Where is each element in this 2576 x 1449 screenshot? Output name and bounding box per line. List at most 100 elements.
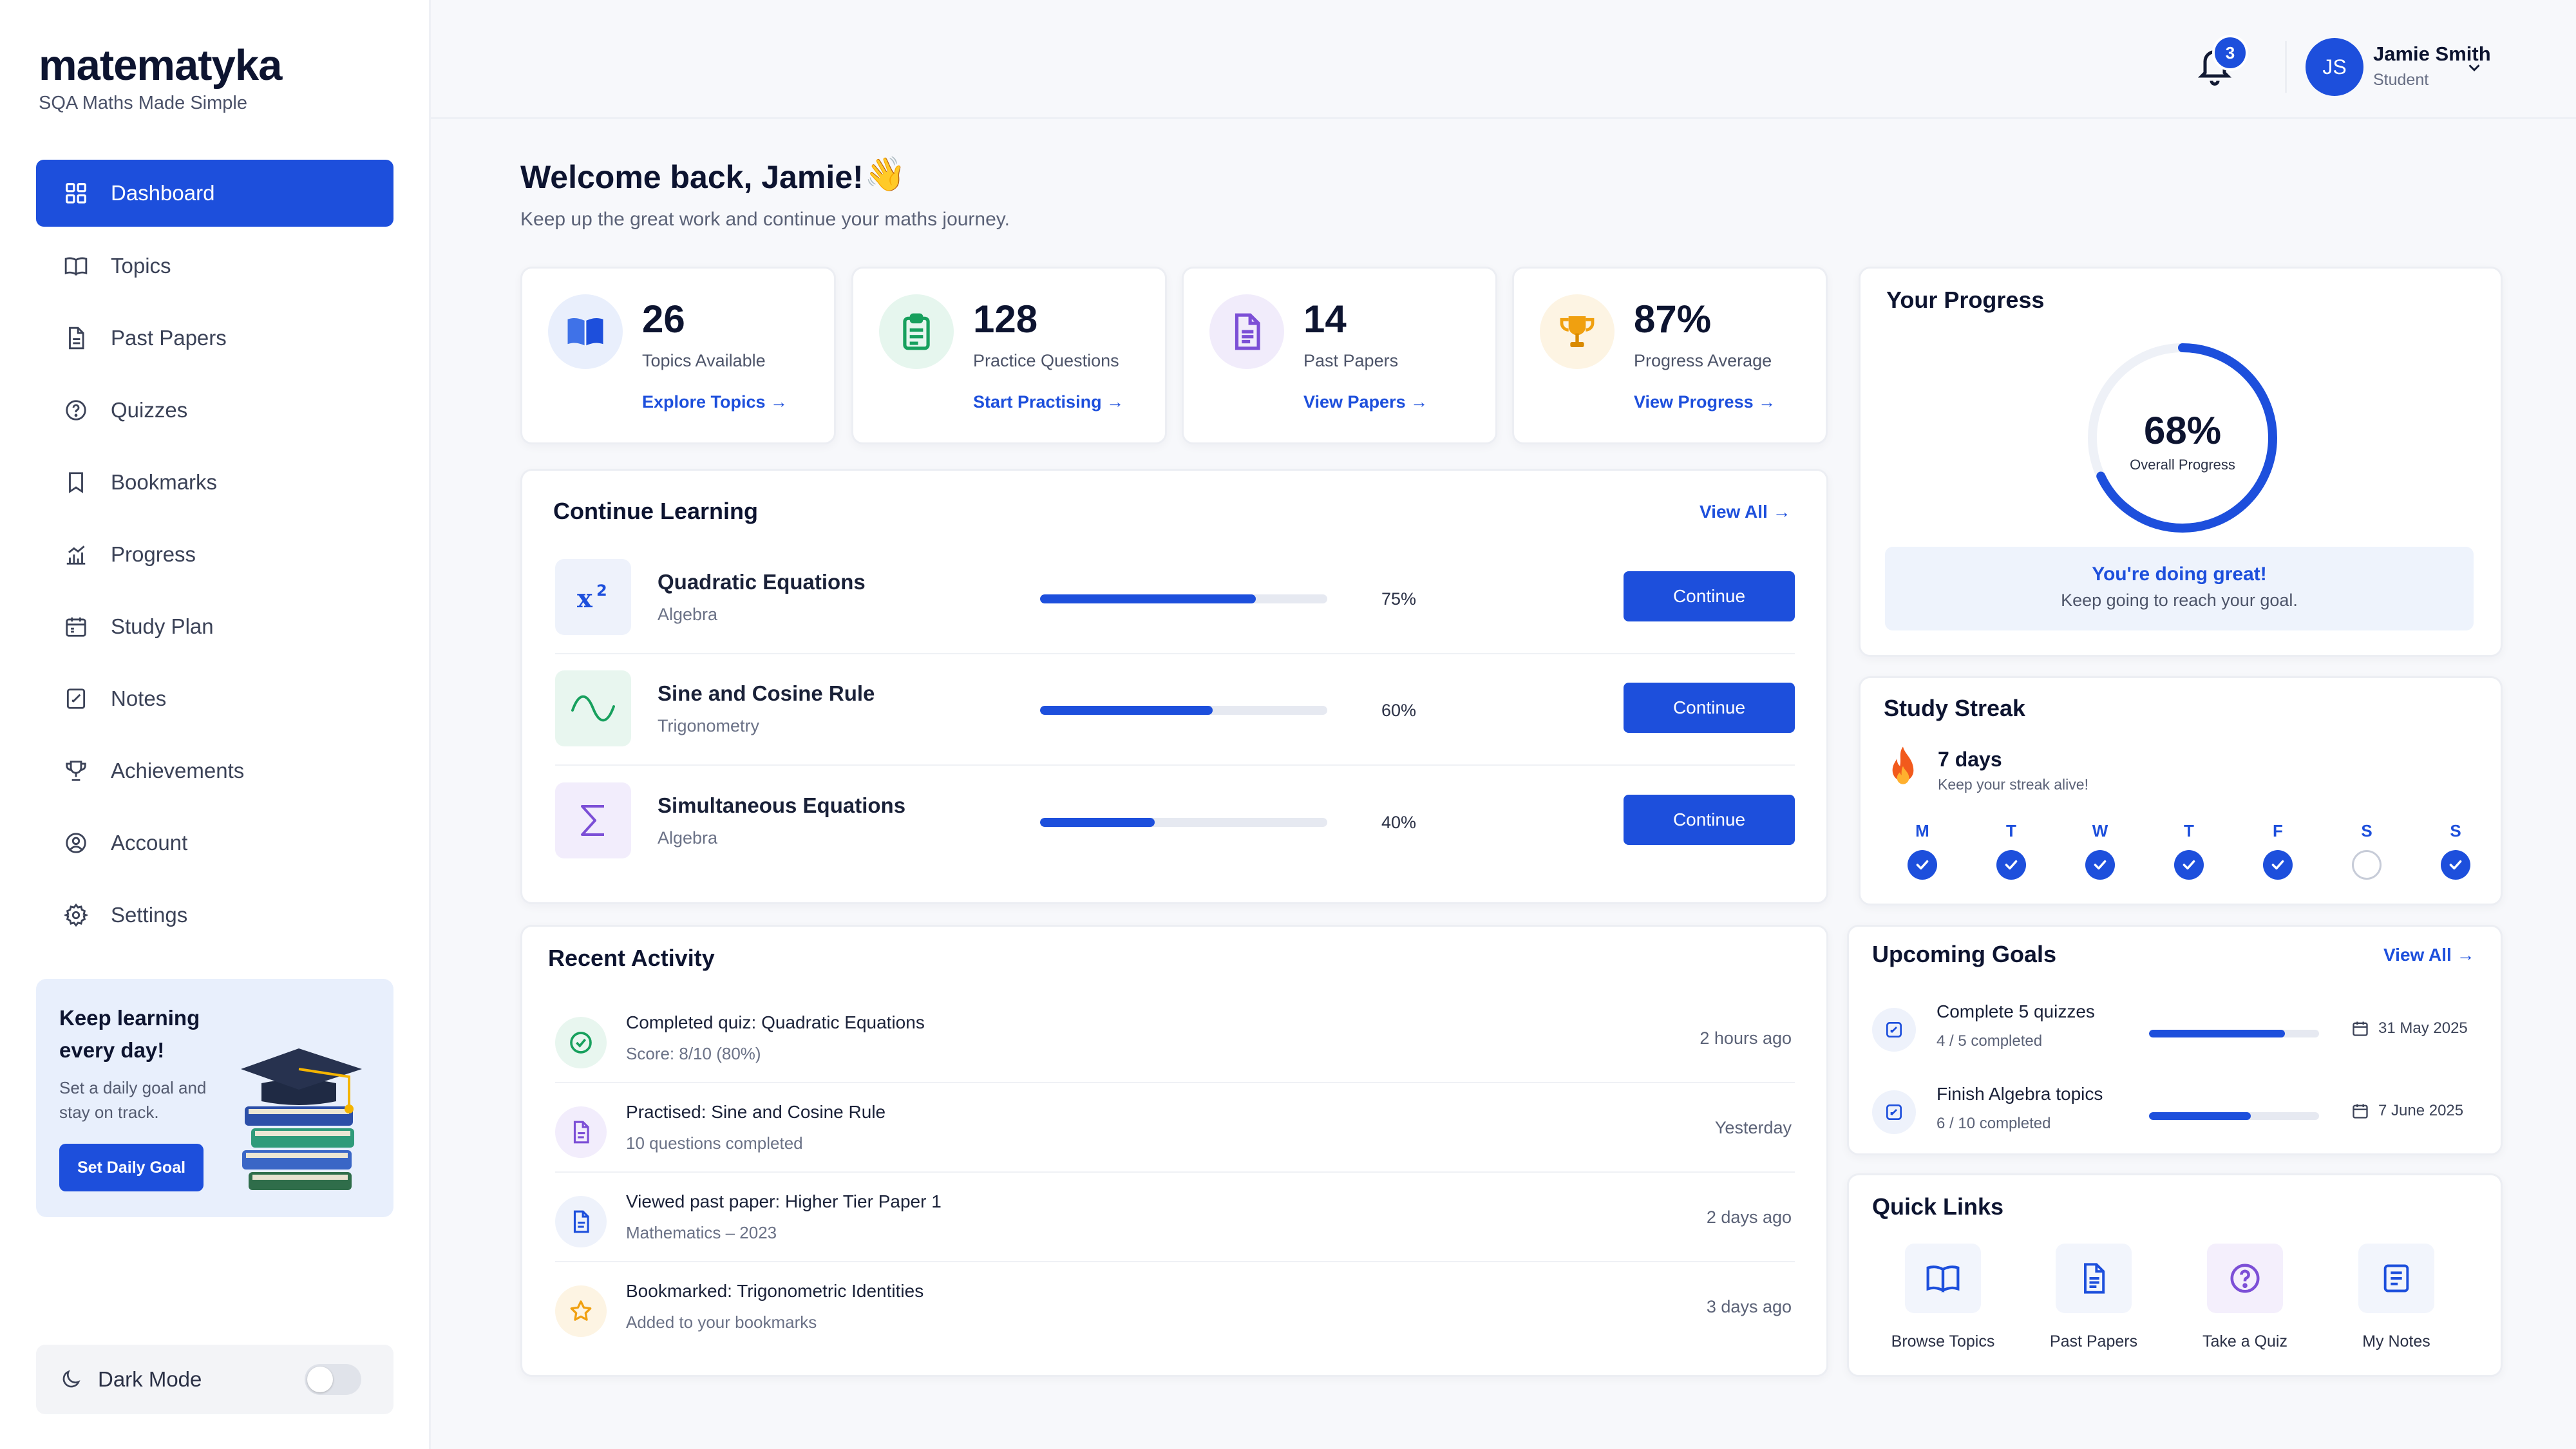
- progress-fill: [1040, 818, 1155, 827]
- sidebar-item-label: Notes: [111, 687, 167, 710]
- sidebar-item-label: Achievements: [111, 759, 245, 782]
- activity-row[interactable]: Viewed past paper: Higher Tier Paper 1 M…: [522, 1171, 1823, 1261]
- continue-button[interactable]: Continue: [1624, 683, 1795, 733]
- bookmark-icon: [63, 469, 89, 495]
- sidebar-item-past-papers[interactable]: Past Papers: [36, 304, 393, 372]
- dark-mode-switch[interactable]: [305, 1364, 361, 1395]
- recent-activity-card: Recent Activity Completed quiz: Quadrati…: [520, 925, 1828, 1377]
- stat-value: 128: [973, 298, 1038, 341]
- sidebar-item-label: Topics: [111, 254, 171, 278]
- check-icon: [1996, 850, 2026, 880]
- day-label: S: [2361, 821, 2372, 840]
- activity-row[interactable]: Completed quiz: Quadratic Equations Scor…: [522, 992, 1823, 1082]
- edit-goal-icon: [1872, 1008, 1916, 1052]
- goal-progress-fill: [2149, 1112, 2251, 1120]
- course-title: Simultaneous Equations: [658, 793, 906, 817]
- explore-topics-link[interactable]: Explore Topics →: [642, 392, 788, 412]
- quick-link-past-papers[interactable]: Past Papers: [2029, 1244, 2158, 1351]
- activity-row[interactable]: Bookmarked: Trigonometric Identities Add…: [522, 1261, 1823, 1350]
- card-title: Quick Links: [1872, 1193, 2004, 1220]
- goal-progress-bar: [2149, 1112, 2319, 1120]
- activity-detail: Mathematics – 2023: [626, 1223, 777, 1242]
- avatar[interactable]: JS: [2306, 38, 2363, 96]
- activity-title: Viewed past paper: Higher Tier Paper 1: [626, 1191, 942, 1211]
- continue-button[interactable]: Continue: [1624, 571, 1795, 621]
- study-streak-card: Study Streak 7 days Keep your streak ali…: [1859, 676, 2503, 905]
- chevron-down-icon[interactable]: [2465, 58, 2484, 77]
- course-subject: Algebra: [658, 605, 718, 624]
- quick-link-take-quiz[interactable]: Take a Quiz: [2181, 1244, 2309, 1351]
- dark-mode-label: Dark Mode: [98, 1367, 202, 1391]
- sine-wave-icon: [555, 670, 631, 746]
- day-label: F: [2273, 821, 2283, 840]
- course-progress-label: 60%: [1381, 701, 1417, 720]
- sidebar-item-quizzes[interactable]: Quizzes: [36, 376, 393, 444]
- quick-link-my-notes[interactable]: My Notes: [2332, 1244, 2461, 1351]
- stat-value: 87%: [1634, 298, 1712, 341]
- activity-row[interactable]: Practised: Sine and Cosine Rule 10 quest…: [522, 1082, 1823, 1171]
- star-icon: [555, 1285, 607, 1337]
- check-circle-icon: [555, 1017, 607, 1068]
- quick-link-label: My Notes: [2362, 1332, 2430, 1350]
- graduation-books-illustration: [241, 1048, 362, 1190]
- view-progress-link[interactable]: View Progress →: [1634, 392, 1776, 412]
- check-icon: [2085, 850, 2115, 880]
- quick-link-label: Take a Quiz: [2202, 1332, 2287, 1350]
- promo-title: Keep learning every day!: [59, 1006, 200, 1062]
- goal-date: 31 May 2025: [2378, 1019, 2468, 1037]
- sidebar-item-dashboard[interactable]: Dashboard: [36, 160, 393, 227]
- view-all-link[interactable]: View All →: [2383, 945, 2475, 965]
- sidebar-item-achievements[interactable]: Achievements: [36, 737, 393, 805]
- sidebar-item-study-plan[interactable]: Study Plan: [36, 592, 393, 661]
- sidebar-item-label: Quizzes: [111, 398, 188, 422]
- course-row: Sine and Cosine Rule Trigonometry 60% Co…: [522, 653, 1823, 764]
- check-icon: [2174, 850, 2204, 880]
- sidebar-item-label: Dashboard: [111, 181, 215, 205]
- view-papers-link[interactable]: View Papers →: [1303, 392, 1428, 412]
- document-icon: [2056, 1244, 2132, 1313]
- divider: [555, 1082, 1795, 1083]
- dark-mode-toggle-row[interactable]: Dark Mode: [36, 1345, 393, 1414]
- calendar-icon: [2353, 1104, 2368, 1119]
- quick-link-browse-topics[interactable]: Browse Topics: [1879, 1244, 2007, 1351]
- sidebar-item-notes[interactable]: Notes: [36, 665, 393, 733]
- set-daily-goal-button[interactable]: Set Daily Goal: [59, 1144, 204, 1191]
- moon-icon: [59, 1368, 82, 1391]
- wave-emoji: 👋: [864, 156, 906, 193]
- sidebar-item-settings[interactable]: Settings: [36, 881, 393, 949]
- edit-goal-icon: [1872, 1090, 1916, 1134]
- goal-title: Finish Algebra topics: [1937, 1084, 2103, 1104]
- stat-label: Past Papers: [1303, 351, 1399, 370]
- continue-button[interactable]: Continue: [1624, 795, 1795, 845]
- document-icon: [555, 1196, 607, 1247]
- course-row: Simultaneous Equations Algebra 40% Conti…: [522, 765, 1823, 876]
- quick-link-label: Browse Topics: [1891, 1332, 1995, 1350]
- course-progress-bar: [1040, 706, 1327, 715]
- start-practising-link[interactable]: Start Practising →: [973, 392, 1124, 412]
- user-circle-icon: [63, 830, 89, 856]
- sidebar-item-account[interactable]: Account: [36, 809, 393, 877]
- user-name[interactable]: Jamie Smith: [2373, 43, 2491, 65]
- goal-row[interactable]: Complete 5 quizzes 4 / 5 completed 31 Ma…: [1849, 985, 2499, 1067]
- view-all-link[interactable]: View All →: [1700, 502, 1791, 522]
- stat-card-papers: 14 Past Papers View Papers →: [1182, 267, 1497, 444]
- sidebar-item-bookmarks[interactable]: Bookmarks: [36, 448, 393, 516]
- activity-time: 2 hours ago: [1700, 1028, 1792, 1048]
- stat-card-progress: 87% Progress Average View Progress →: [1512, 267, 1828, 444]
- switch-knob: [307, 1367, 333, 1392]
- course-progress-label: 40%: [1381, 813, 1417, 832]
- stat-card-topics: 26 Topics Available Explore Topics →: [520, 267, 836, 444]
- sidebar-item-progress[interactable]: Progress: [36, 520, 393, 589]
- progress-fill: [1040, 594, 1256, 603]
- stat-label: Progress Average: [1634, 351, 1772, 370]
- goal-row[interactable]: Finish Algebra topics 6 / 10 completed 7…: [1849, 1067, 2499, 1150]
- card-title: Upcoming Goals: [1872, 941, 2057, 967]
- top-bar: 3 JS Jamie Smith Student: [431, 0, 2576, 119]
- question-circle-icon: [2207, 1244, 2283, 1313]
- brand[interactable]: matematyka SQA Maths Made Simple: [39, 40, 282, 114]
- card-title: Continue Learning: [553, 498, 758, 524]
- sidebar-item-topics[interactable]: Topics: [36, 232, 393, 300]
- divider: [555, 1261, 1795, 1262]
